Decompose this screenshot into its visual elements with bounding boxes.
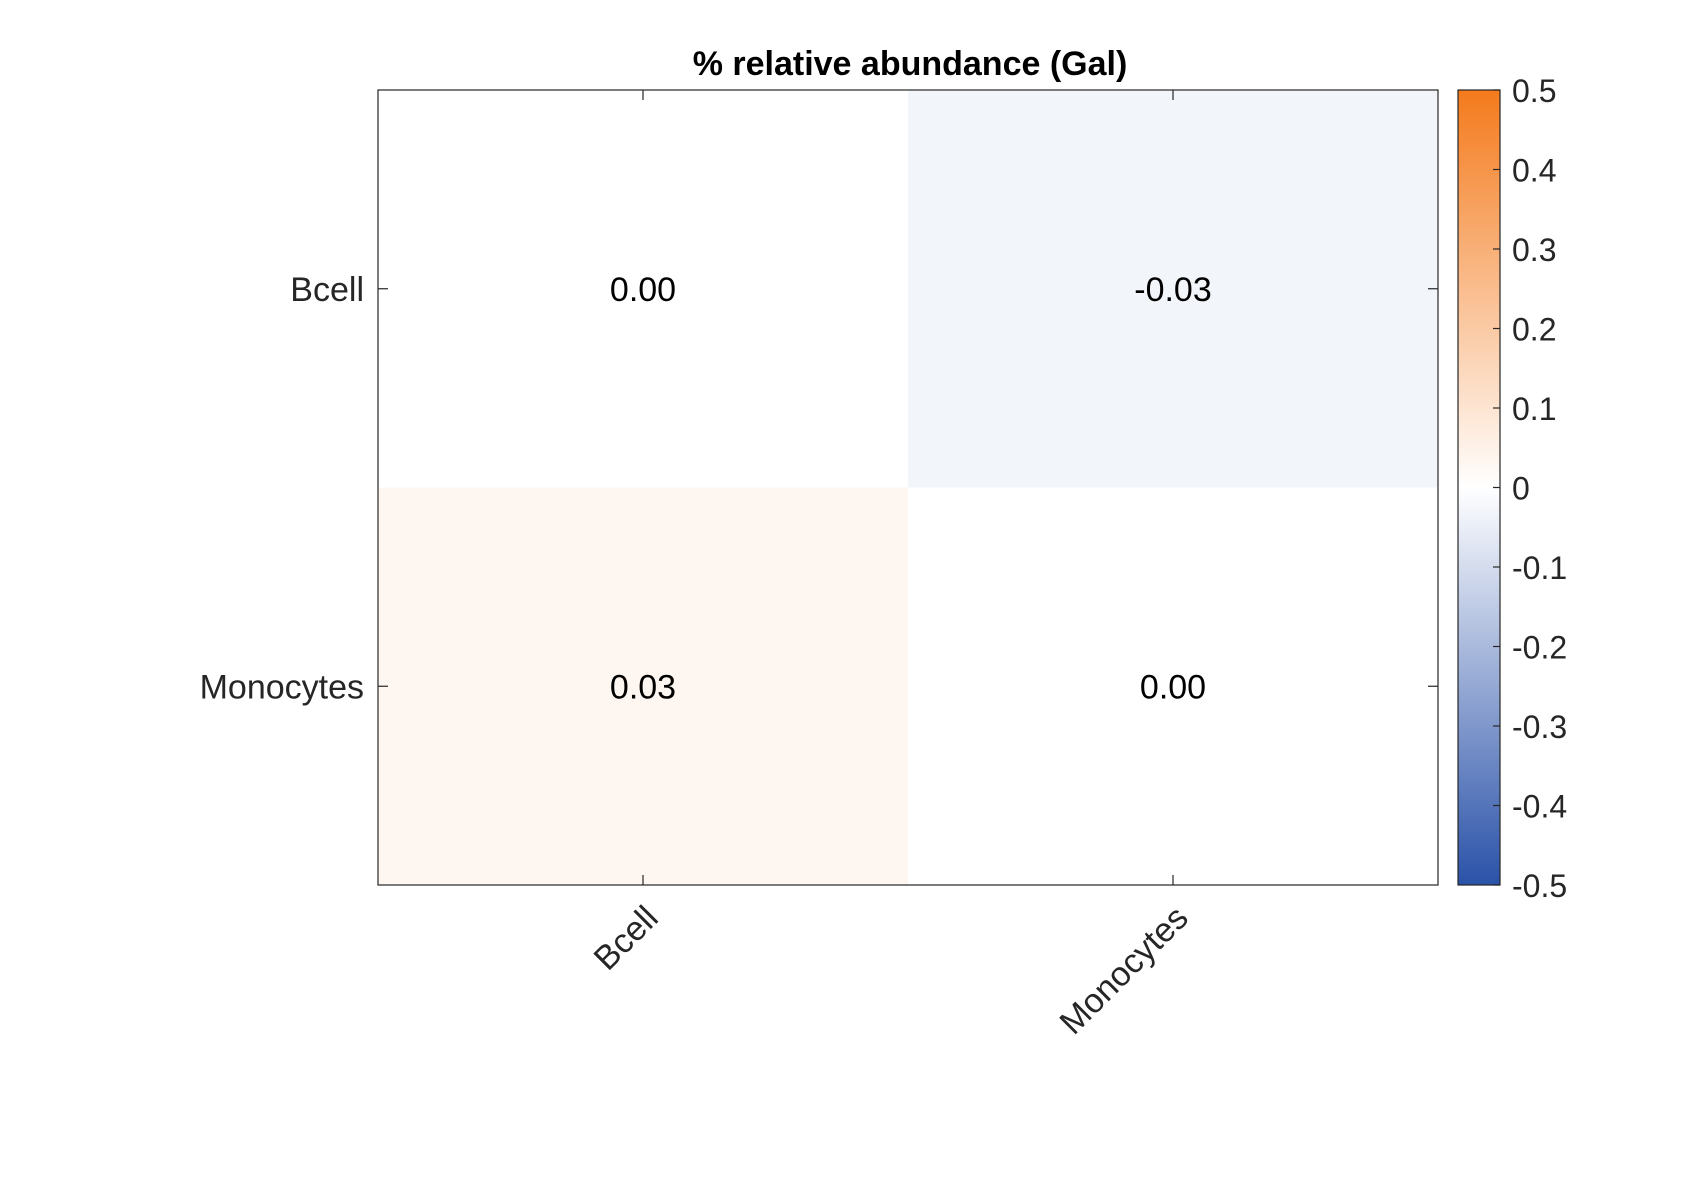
colorbar-tick-label: 0.1 bbox=[1512, 391, 1556, 427]
cell-value-labels: 0.00 -0.03 0.03 0.00 bbox=[610, 271, 1212, 707]
colorbar-tick-label: 0.2 bbox=[1512, 312, 1556, 348]
x-tick-label: Bcell bbox=[587, 899, 666, 978]
x-axis-tick-labels: Bcell Monocytes bbox=[587, 899, 1196, 1042]
plot-frame bbox=[377, 89, 1439, 886]
colorbar-tick-label: 0.3 bbox=[1512, 232, 1556, 268]
y-tick-label: Monocytes bbox=[200, 668, 364, 706]
cell-value-label: 0.03 bbox=[610, 668, 676, 706]
colorbar-tick-label: 0 bbox=[1512, 471, 1530, 507]
cell-value-label: -0.03 bbox=[1134, 271, 1212, 309]
heatmap-cell-monocytes-bcell bbox=[378, 487, 908, 885]
heatmap-cell-monocytes-monocytes bbox=[908, 487, 1438, 885]
y-tick-label: Bcell bbox=[290, 271, 364, 309]
heatmap-cell-bcell-bcell bbox=[378, 90, 908, 488]
colorbar-tick-label: 0.4 bbox=[1512, 153, 1556, 189]
colorbar-tick-label: 0.5 bbox=[1512, 73, 1556, 109]
x-tick-label: Monocytes bbox=[1053, 899, 1196, 1042]
colorbar-tick-label: -0.5 bbox=[1512, 868, 1567, 904]
axis-ticks bbox=[378, 90, 1438, 885]
colorbar-ticks: 0.5 0.4 0.3 0.2 0.1 0 -0.1 -0.2 -0.3 -0.4 -0.5 bbox=[1493, 73, 1567, 904]
colorbar-tick-label: -0.2 bbox=[1512, 630, 1567, 666]
y-axis-tick-labels: Bcell Monocytes bbox=[200, 271, 364, 707]
cell-value-label: 0.00 bbox=[610, 271, 676, 309]
cell-value-label: 0.00 bbox=[1140, 668, 1206, 706]
heatmap-cells bbox=[378, 90, 1438, 885]
colorbar-tick-label: -0.4 bbox=[1512, 789, 1567, 825]
chart-title: % relative abundance (Gal) bbox=[693, 45, 1128, 83]
colorbar-tick-label: -0.3 bbox=[1512, 709, 1567, 745]
colorbar-tick-label: -0.1 bbox=[1512, 550, 1567, 586]
heatmap-cell-bcell-monocytes bbox=[908, 90, 1438, 488]
